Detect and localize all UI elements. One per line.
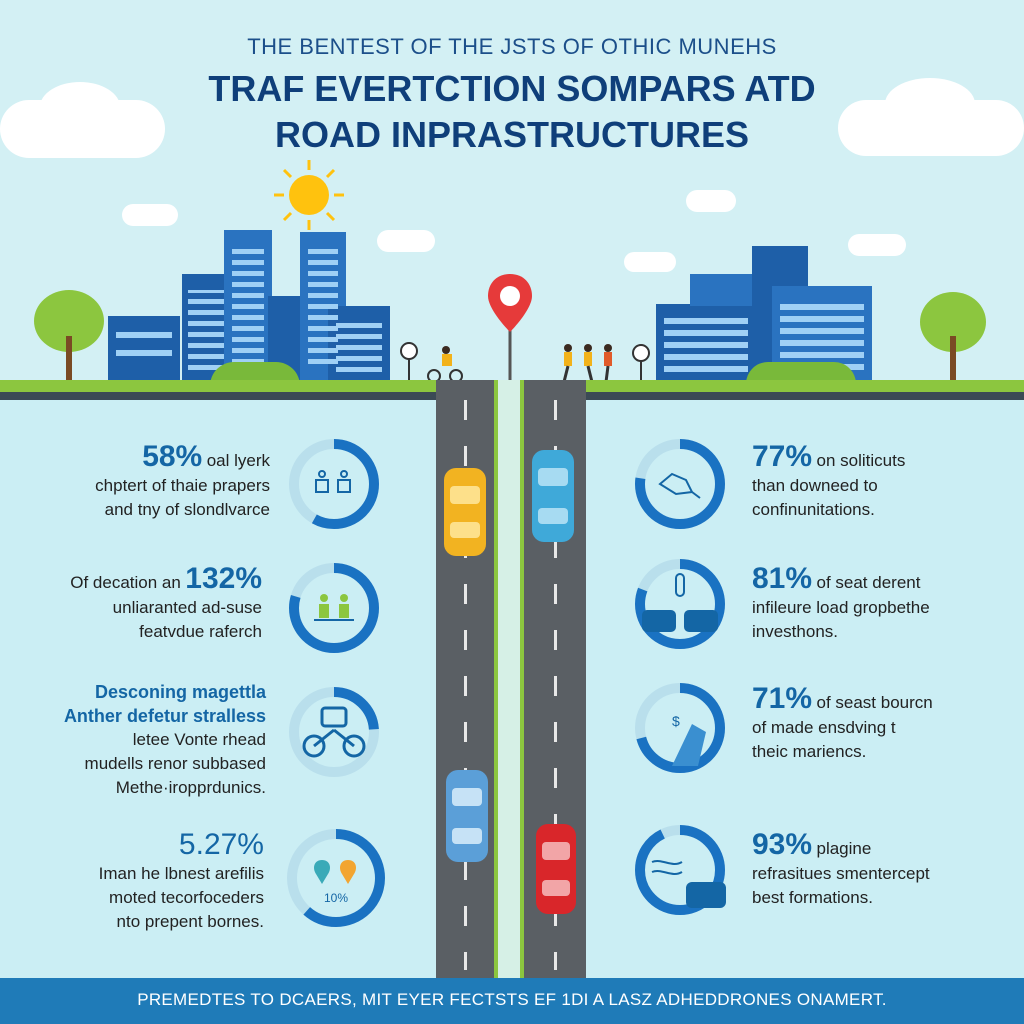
car-yellow xyxy=(444,468,486,556)
left-stat-block-2: Of decation an 132% unliaranted ad-suse … xyxy=(20,562,262,644)
bridge-icon: $ xyxy=(672,713,706,766)
cloud xyxy=(377,230,435,252)
lane-stripe xyxy=(520,380,524,980)
bicycle-icon xyxy=(302,706,366,758)
right-stat-block-3: 71% of seast bourcn of made ensdving t t… xyxy=(752,682,1002,764)
stat-value: 71% xyxy=(752,682,813,715)
stat-line: moted tecorfoceders xyxy=(109,888,264,907)
stat-line: refrasitues smentercept xyxy=(752,864,930,883)
stat-line: than downeed to xyxy=(752,476,878,495)
progress-ring: $ xyxy=(635,683,725,773)
title-line-2: ROAD INPRASTRUCTURES xyxy=(274,114,749,155)
right-stat-block-2: 81% of seat derent infileure load gropbe… xyxy=(752,562,1002,644)
tree-icon xyxy=(920,292,986,382)
lane-dashes-right xyxy=(554,400,557,970)
left-stat-block-3: Desconing magettla Anther defetur strall… xyxy=(20,680,266,800)
progress-ring xyxy=(635,559,725,649)
cloud xyxy=(40,82,120,132)
stat-line: plagine xyxy=(816,839,872,858)
tree-icon xyxy=(34,290,104,390)
progress-ring xyxy=(289,439,379,529)
page-title: TRAF EVERTCTION SOMPARS ATD ROAD INPRAST… xyxy=(0,66,1024,158)
left-stat-block-1: 58% oal lyerk chptert of thaie prapers a… xyxy=(30,440,270,522)
stat-line: on soliticuts xyxy=(816,451,906,470)
stat-heading: Anther defetur stralless xyxy=(63,706,266,726)
stat-line: best formations. xyxy=(752,888,873,907)
right-stat-block-1: 77% on soliticuts than downeed to confin… xyxy=(752,440,1002,522)
cyclist-icon xyxy=(427,346,463,383)
cloud xyxy=(848,234,906,256)
stat-heading: Desconing magettla xyxy=(94,682,266,702)
progress-ring xyxy=(635,825,726,915)
lane-stripe xyxy=(494,380,498,980)
location-pin-icon xyxy=(488,274,532,382)
page-subtitle: THE BENTEST OF THE JSTS OF OTHIC MUNEHS xyxy=(247,34,777,59)
stat-line: of seast bourcn xyxy=(816,693,933,712)
stat-line: Methe·iropprdunics. xyxy=(115,778,266,797)
sign-icon xyxy=(632,344,650,382)
people-icon xyxy=(315,470,351,493)
stat-line: infileure load gropbethe xyxy=(752,598,930,617)
left-stat-block-4: 5.27% Iman he lbnest arefilis moted teco… xyxy=(40,828,264,934)
stat-line: unliaranted ad-suse xyxy=(112,598,262,617)
road-median xyxy=(494,380,524,980)
stat-line: Of decation an xyxy=(70,573,181,592)
stat-value: 132% xyxy=(185,562,262,595)
stat-line: letee Vonte rhead xyxy=(132,730,266,749)
cars-icon xyxy=(642,573,718,632)
stat-line: investhons. xyxy=(752,622,838,641)
cloud xyxy=(686,190,736,212)
pedestrians-icon xyxy=(562,344,612,382)
stat-line: and tny of slondlvarce xyxy=(104,500,270,519)
cloud xyxy=(122,204,178,226)
car-icon xyxy=(651,860,726,908)
stat-value: 5.27% xyxy=(178,828,264,861)
car-red xyxy=(536,824,576,914)
cloud xyxy=(624,252,676,272)
stat-line: nto prepent bornes. xyxy=(116,912,264,931)
stat-line: confinunitations. xyxy=(752,500,875,519)
sun-icon xyxy=(274,160,344,230)
right-stat-block-4: 93% plagine refrasitues smentercept best… xyxy=(752,828,1002,910)
group-icon xyxy=(319,594,349,618)
stat-value: 93% xyxy=(752,828,813,861)
left-city-skyline xyxy=(108,230,390,382)
stat-line: of seat derent xyxy=(816,573,921,592)
car-blue xyxy=(446,770,488,862)
stat-line: mudells renor subbased xyxy=(84,754,266,773)
progress-ring: 10% xyxy=(287,829,385,927)
progress-ring xyxy=(289,687,379,777)
location-icon xyxy=(314,860,356,884)
car-cyan xyxy=(532,450,574,542)
svg-text:$: $ xyxy=(672,713,680,729)
stat-line: of made ensdving t xyxy=(752,718,896,737)
stat-value: 77% xyxy=(752,440,813,473)
progress-ring xyxy=(289,563,379,653)
sign-icon xyxy=(400,342,418,382)
stat-value: 81% xyxy=(752,562,813,595)
lane-dashes-left xyxy=(464,400,467,970)
stat-line: Iman he lbnest arefilis xyxy=(98,864,264,883)
stat-line: theic mariencs. xyxy=(752,742,867,761)
ring-label: 10% xyxy=(324,891,348,905)
hand-icon xyxy=(658,472,701,499)
cloud xyxy=(885,78,975,130)
bush xyxy=(746,362,856,384)
title-line-1: TRAF EVERTCTION SOMPARS ATD xyxy=(208,68,816,109)
progress-ring xyxy=(635,439,725,529)
footer-bar xyxy=(0,978,1024,1024)
stat-line: chptert of thaie prapers xyxy=(95,476,270,495)
stat-value: 58% xyxy=(142,440,203,473)
footer-text: PREMEDTES TO DCAERS, MIT EYER FECTSTS EF… xyxy=(137,990,887,1009)
stat-line: featvdue raferch xyxy=(139,622,262,641)
right-city-skyline xyxy=(656,246,872,380)
stat-line: oal lyerk xyxy=(206,451,270,470)
